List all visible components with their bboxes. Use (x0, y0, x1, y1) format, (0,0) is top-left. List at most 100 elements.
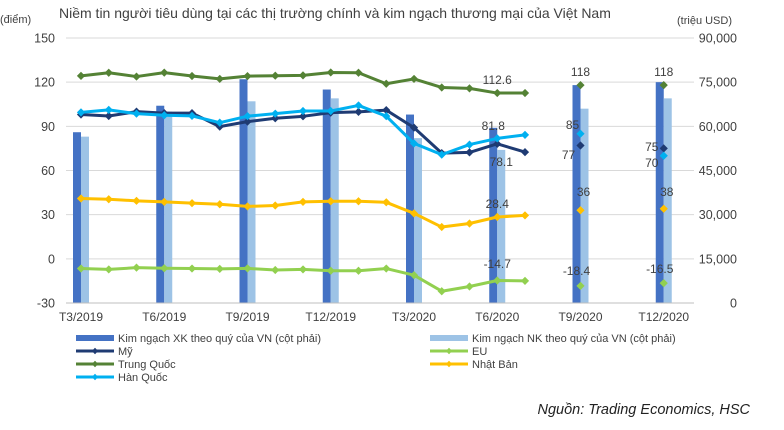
series-point (132, 196, 141, 205)
series-point (493, 276, 502, 285)
series-point (409, 74, 419, 84)
legend-label: Kim ngạch NK theo quý của VN (cột phải) (472, 333, 676, 345)
series-point (326, 266, 335, 275)
series-point (298, 265, 308, 274)
series-point (215, 118, 224, 127)
left-tick-label: 90 (41, 120, 55, 134)
series-point (215, 200, 224, 209)
legend-swatch (76, 335, 114, 341)
series-point (437, 150, 446, 159)
series-point (243, 72, 252, 81)
series-point (271, 71, 280, 80)
right-axis-ticks: 90,000 75,000 60,000 45,000 30,000 15,000 0 (699, 32, 737, 311)
series-point (298, 106, 308, 116)
legend-label: EU (472, 346, 487, 358)
export-bar (572, 85, 581, 303)
projection-point (576, 141, 585, 150)
projection-point (576, 206, 585, 215)
legend-japan: Nhật Bản (430, 359, 518, 371)
korea-q4-label: 70 (645, 156, 659, 170)
series-point (382, 112, 391, 121)
series-point (465, 84, 474, 93)
series-point (354, 197, 363, 206)
left-axis-ticks: 150 120 90 60 30 0 -30 (34, 32, 55, 311)
right-tick-label: 90,000 (699, 32, 737, 46)
series-point (271, 201, 280, 210)
left-tick-label: 60 (41, 164, 55, 178)
china-end-label: 112.6 (483, 73, 512, 87)
series-point (465, 282, 474, 291)
series-point (465, 148, 474, 157)
legend-us: Mỹ (76, 346, 133, 358)
series-point (465, 219, 474, 228)
line-series (76, 68, 668, 296)
series-point (437, 222, 446, 232)
series-point (326, 68, 335, 77)
projection-point (659, 204, 668, 213)
legend-marker (91, 347, 99, 355)
series-point (104, 68, 113, 77)
right-axis-unit: (triệu USD) (677, 15, 732, 27)
export-bar (322, 89, 331, 304)
import-bar (81, 136, 89, 303)
legend-china: Trung Quốc (76, 359, 176, 371)
series-point (298, 197, 308, 206)
series-point (409, 209, 419, 218)
series-point (326, 197, 335, 206)
series-point (104, 195, 113, 204)
legend-label: Hàn Quốc (118, 372, 168, 384)
series-point (215, 264, 224, 273)
series-point (104, 105, 113, 114)
series-point (243, 264, 252, 273)
eu-q3-label: -18.4 (563, 264, 591, 278)
series-point (76, 194, 86, 203)
series-point (493, 88, 502, 98)
series-point (493, 139, 502, 148)
legend-label: Nhật Bản (472, 359, 518, 371)
us-q4-label: 75 (645, 140, 659, 154)
series-point (187, 199, 197, 208)
series-point (520, 130, 530, 139)
left-tick-label: -30 (37, 297, 55, 311)
series-point (271, 109, 280, 118)
projection-point (659, 151, 668, 160)
x-tick-label: T6/2019 (142, 310, 186, 324)
korea-end-label: 81.8 (482, 119, 506, 133)
japan-q4-label: 38 (660, 185, 674, 199)
legend-label: Kim ngạch XK theo quý của VN (cột phải) (118, 333, 321, 345)
series-point (520, 276, 530, 286)
chart-title: Niềm tin người tiêu dùng tại các thị trư… (59, 5, 611, 21)
left-tick-label: 150 (34, 32, 55, 46)
series-point (187, 264, 197, 273)
china-q4-label: 118 (654, 65, 673, 79)
legend-label: Mỹ (118, 346, 133, 358)
right-tick-label: 60,000 (699, 120, 737, 134)
series-point (382, 79, 391, 88)
series-point (437, 287, 446, 296)
eu-end-label: -14.7 (484, 257, 512, 271)
japan-q3-label: 36 (577, 185, 591, 199)
series-point (76, 108, 86, 117)
series-point (354, 107, 363, 117)
series-point (160, 197, 169, 206)
korea-q3-label: 85 (566, 118, 580, 132)
series-point (104, 111, 113, 121)
import-bar (164, 111, 173, 303)
export-bar (406, 114, 414, 303)
export-bar (156, 105, 165, 303)
china-q3-label: 118 (571, 65, 590, 79)
series-point (354, 266, 363, 275)
right-tick-label: 75,000 (699, 76, 737, 90)
series-point (243, 112, 252, 121)
series-point (76, 264, 86, 273)
projection-point (576, 129, 585, 138)
x-tick-label: T12/2020 (638, 310, 689, 324)
series-point (382, 198, 391, 207)
series-point (409, 271, 419, 280)
series-point (76, 71, 86, 80)
left-axis-unit: (điểm) (0, 14, 31, 26)
legend-marker (445, 347, 453, 355)
japan-end-label: 28.4 (486, 197, 510, 211)
series-point (160, 68, 169, 77)
